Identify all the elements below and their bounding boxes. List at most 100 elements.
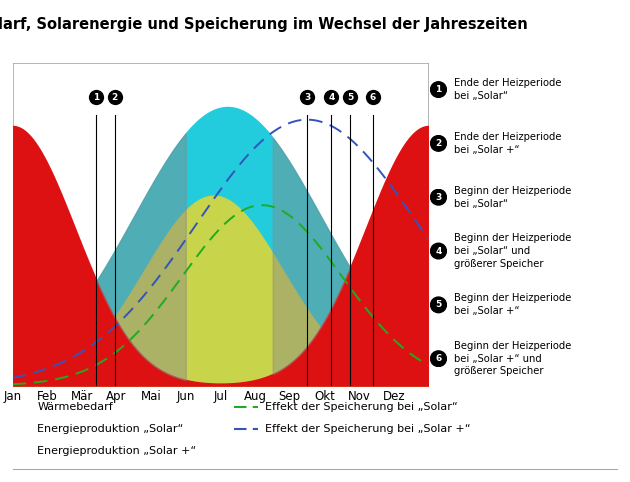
Text: Beginn der Heizperiode
bei „Solar +“: Beginn der Heizperiode bei „Solar +“ (454, 294, 571, 316)
Bar (13, 380, 428, 384)
Text: 3: 3 (304, 93, 310, 102)
Bar (13, 380, 428, 385)
Bar (13, 380, 428, 384)
Text: 1: 1 (435, 85, 442, 94)
Text: 5: 5 (435, 300, 442, 309)
Bar (13, 378, 428, 382)
Text: Energieproduktion „Solar +“: Energieproduktion „Solar +“ (37, 446, 197, 455)
Text: Beginn der Heizperiode
bei „Solar“ und
größerer Speicher: Beginn der Heizperiode bei „Solar“ und g… (454, 233, 571, 269)
Bar (13, 381, 428, 385)
Text: 4: 4 (435, 246, 442, 255)
Bar (13, 378, 428, 383)
Bar (13, 378, 428, 382)
Circle shape (430, 351, 447, 366)
Bar (13, 381, 428, 385)
Text: Beginn der Heizperiode
bei „Solar +“ und
größerer Speicher: Beginn der Heizperiode bei „Solar +“ und… (454, 341, 571, 376)
Text: 2: 2 (435, 139, 442, 148)
Bar (13, 380, 428, 384)
Text: 6: 6 (435, 354, 442, 363)
Bar (13, 381, 428, 386)
Bar (13, 378, 428, 382)
Bar (13, 380, 428, 384)
Bar (13, 381, 428, 385)
Bar (13, 380, 428, 384)
Bar (13, 381, 428, 386)
Bar (13, 380, 428, 384)
Bar (13, 378, 428, 382)
Bar (13, 381, 428, 386)
Bar (13, 381, 428, 385)
Bar (13, 379, 428, 383)
Bar (13, 378, 428, 382)
Bar (13, 378, 428, 382)
Bar (13, 378, 428, 382)
Bar (13, 381, 428, 385)
Bar (13, 379, 428, 384)
Bar (13, 382, 428, 386)
Bar (13, 379, 428, 383)
Bar (13, 381, 428, 385)
Bar (13, 380, 428, 384)
Text: 2: 2 (112, 93, 118, 102)
Bar (13, 378, 428, 382)
Bar (13, 380, 428, 385)
Bar (13, 381, 428, 385)
Circle shape (430, 135, 447, 151)
Bar (13, 378, 428, 383)
Bar (13, 380, 428, 384)
Text: Ende der Heizperiode
bei „Solar +“: Ende der Heizperiode bei „Solar +“ (454, 132, 561, 155)
Bar (13, 380, 428, 384)
Bar (13, 380, 428, 384)
Bar (13, 379, 428, 383)
Bar (13, 379, 428, 383)
Bar (13, 378, 428, 382)
Circle shape (430, 189, 447, 205)
Bar (13, 379, 428, 383)
Bar (13, 379, 428, 383)
Bar (13, 379, 428, 383)
Bar (13, 381, 428, 385)
Text: 1: 1 (93, 93, 99, 102)
Text: Wärmebedarf, Solarenergie und Speicherung im Wechsel der Jahreszeiten: Wärmebedarf, Solarenergie und Speicherun… (0, 17, 527, 32)
Text: Effekt der Speicherung bei „Solar“: Effekt der Speicherung bei „Solar“ (265, 402, 457, 412)
Text: 4: 4 (328, 93, 335, 102)
Text: 5: 5 (347, 93, 353, 102)
Bar (13, 379, 428, 383)
Text: Ende der Heizperiode
bei „Solar“: Ende der Heizperiode bei „Solar“ (454, 78, 561, 101)
Text: Energieproduktion „Solar“: Energieproduktion „Solar“ (37, 424, 183, 434)
Bar (13, 380, 428, 384)
Bar (13, 380, 428, 385)
Text: Wärmebedarf: Wärmebedarf (37, 402, 113, 412)
Bar (13, 381, 428, 385)
Bar (13, 378, 428, 382)
Bar (13, 380, 428, 384)
Circle shape (430, 297, 447, 313)
Bar (13, 378, 428, 382)
Text: Effekt der Speicherung bei „Solar +“: Effekt der Speicherung bei „Solar +“ (265, 424, 470, 434)
Bar (13, 381, 428, 385)
Bar (13, 378, 428, 383)
Bar (13, 381, 428, 385)
Text: 6: 6 (370, 93, 376, 102)
Bar (13, 379, 428, 383)
Bar (13, 381, 428, 385)
Bar (13, 379, 428, 383)
Bar (13, 380, 428, 384)
Text: Beginn der Heizperiode
bei „Solar“: Beginn der Heizperiode bei „Solar“ (454, 186, 571, 209)
Bar (13, 381, 428, 385)
Bar (13, 378, 428, 382)
Bar (13, 377, 428, 382)
Bar (13, 379, 428, 383)
Bar (13, 380, 428, 384)
Bar (13, 378, 428, 382)
Bar (13, 379, 428, 383)
Bar (13, 377, 428, 382)
Bar (13, 379, 428, 384)
Circle shape (430, 82, 447, 97)
Bar (13, 381, 428, 385)
Bar (13, 379, 428, 384)
Bar (13, 382, 428, 386)
Bar (13, 380, 428, 384)
Bar (13, 378, 428, 382)
Circle shape (430, 243, 447, 259)
